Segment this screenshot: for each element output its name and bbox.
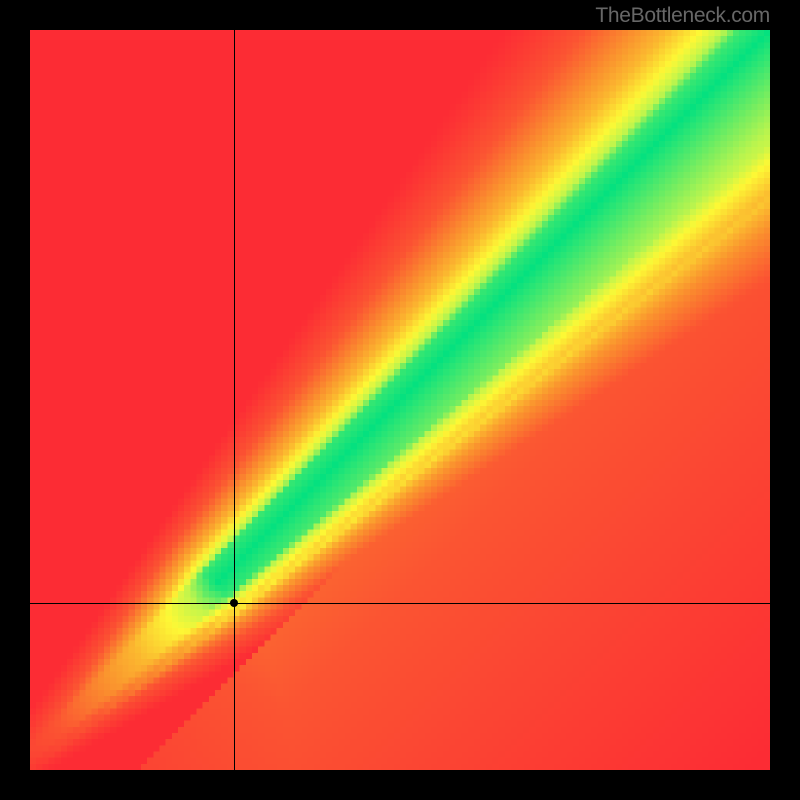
heatmap-canvas: [30, 30, 770, 770]
watermark-text: TheBottleneck.com: [595, 4, 770, 28]
heatmap-plot: [30, 30, 770, 770]
crosshair-vertical: [234, 30, 235, 770]
crosshair-horizontal: [30, 603, 770, 604]
crosshair-point: [230, 599, 238, 607]
